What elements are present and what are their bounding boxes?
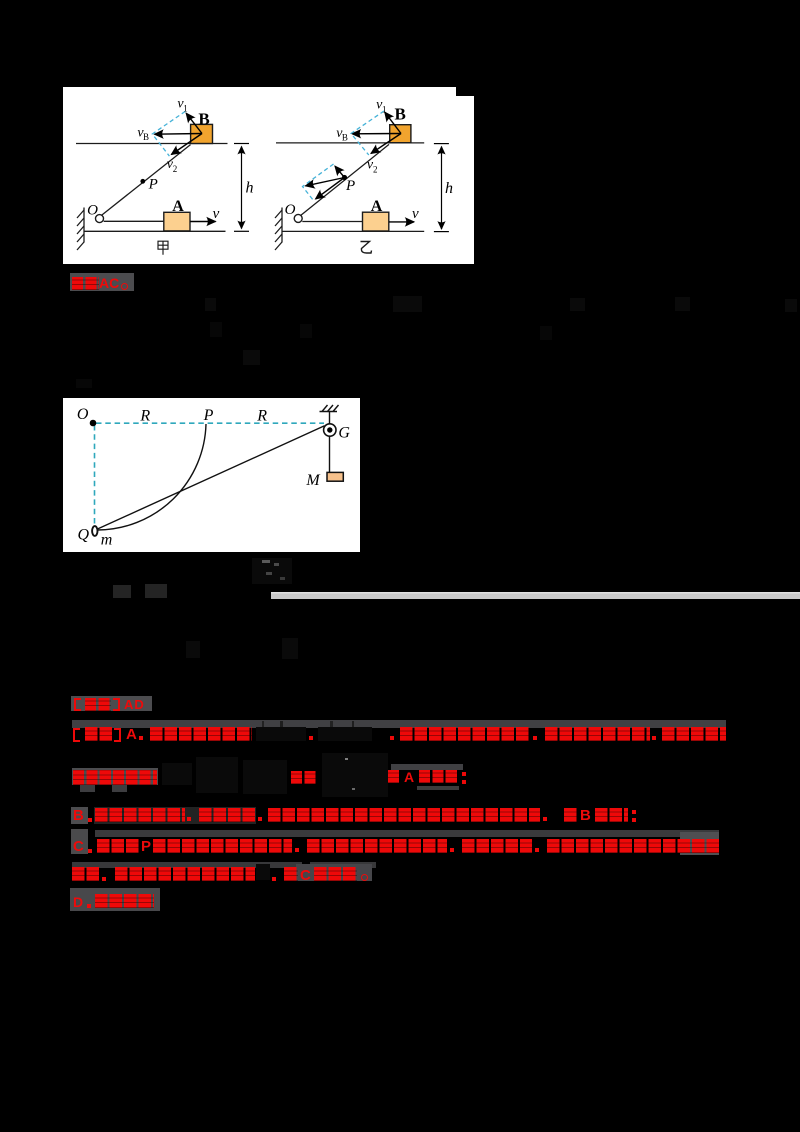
svg-text:O: O	[87, 203, 98, 219]
svg-text:v: v	[167, 157, 174, 172]
svg-text:2: 2	[173, 164, 178, 174]
svg-text:A: A	[172, 198, 184, 215]
svg-text:2: 2	[373, 164, 378, 174]
svg-text:v: v	[137, 126, 144, 141]
svg-text:B: B	[198, 110, 209, 129]
svg-text:O: O	[285, 202, 296, 218]
svg-text:1: 1	[183, 103, 188, 113]
svg-text:v: v	[376, 98, 383, 113]
svg-text:R: R	[139, 408, 150, 425]
svg-text:P: P	[345, 178, 355, 194]
svg-text:1: 1	[382, 105, 387, 115]
svg-text:h: h	[246, 179, 254, 196]
svg-text:O: O	[77, 406, 89, 423]
svg-text:m: m	[101, 532, 113, 549]
svg-text:P: P	[148, 177, 158, 193]
svg-text:B: B	[395, 104, 406, 123]
svg-text:B: B	[342, 133, 348, 143]
svg-text:P: P	[203, 407, 214, 424]
svg-text:v: v	[336, 126, 343, 141]
svg-text:G: G	[338, 425, 350, 442]
svg-text:v: v	[412, 206, 419, 222]
svg-text:M: M	[305, 472, 321, 489]
svg-text:v: v	[177, 96, 184, 111]
svg-text:v: v	[213, 206, 220, 222]
svg-text:h: h	[445, 180, 453, 197]
svg-text:v: v	[367, 157, 374, 172]
svg-text:A: A	[371, 198, 383, 215]
svg-text:Q: Q	[78, 526, 90, 543]
svg-text:B: B	[143, 132, 149, 142]
svg-text:R: R	[256, 408, 267, 425]
